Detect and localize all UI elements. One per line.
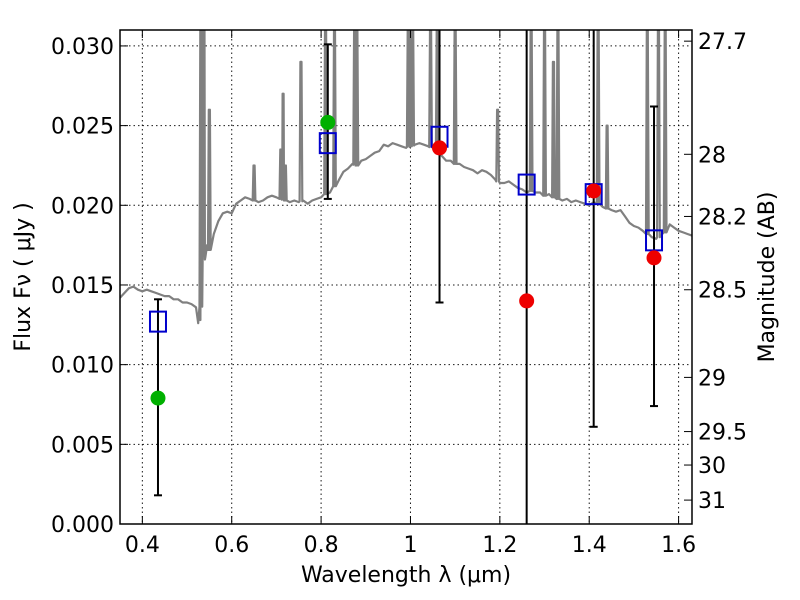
observed-photometry-point bbox=[586, 183, 602, 199]
x-tick-label: 1.2 bbox=[482, 533, 517, 558]
y2-tick-label: 28 bbox=[698, 143, 726, 168]
observed-photometry-point bbox=[646, 250, 662, 266]
x-tick-label: 1.6 bbox=[661, 533, 696, 558]
y-tick-label: 0.000 bbox=[51, 513, 114, 538]
y-tick-label: 0.025 bbox=[51, 115, 114, 140]
y2-tick-label: 29 bbox=[698, 366, 726, 391]
observed-photometry-point bbox=[320, 114, 336, 130]
model-photometry-point bbox=[517, 173, 536, 196]
x-tick-label: 1 bbox=[403, 533, 417, 558]
x-axis-label: Wavelength λ (μm) bbox=[301, 563, 511, 588]
y-axis-label: Flux Fν ( μJy ) bbox=[11, 202, 36, 351]
y2-tick-label: 29.5 bbox=[698, 421, 747, 446]
plot-frame bbox=[119, 29, 693, 525]
observed-photometry-point bbox=[432, 140, 448, 156]
y2-tick-label: 31 bbox=[698, 489, 726, 514]
y2-axis-label: Magnitude (AB) bbox=[755, 192, 780, 363]
observed-photometry-point bbox=[150, 390, 166, 406]
model-photometry-point bbox=[148, 310, 167, 333]
y2-tick-label: 30 bbox=[698, 454, 726, 479]
observed-photometry-point bbox=[519, 293, 535, 309]
x-tick-label: 0.8 bbox=[304, 533, 339, 558]
y-tick-label: 0.010 bbox=[51, 354, 114, 379]
plot-area bbox=[120, 30, 692, 524]
y-tick-label: 0.030 bbox=[51, 35, 114, 60]
x-tick-label: 0.6 bbox=[214, 533, 249, 558]
y2-tick-label: 28.2 bbox=[698, 205, 747, 230]
x-tick-label: 1.4 bbox=[572, 533, 607, 558]
grid bbox=[120, 30, 692, 525]
model-photometry-point bbox=[645, 229, 664, 252]
sed-model-line bbox=[120, 30, 692, 325]
y-tick-label: 0.020 bbox=[51, 194, 114, 219]
y-tick-label: 0.005 bbox=[51, 433, 114, 458]
axis-ticks: 0.4 0.6 0.8 1 1.2 1.4 1.6 0.000 0.005 0.010 0.015 0… bbox=[51, 30, 747, 558]
model-photometry-point bbox=[318, 132, 337, 155]
y2-tick-label: 27.7 bbox=[698, 30, 747, 55]
x-tick-label: 0.4 bbox=[125, 533, 160, 558]
y-tick-label: 0.015 bbox=[51, 274, 114, 299]
y2-tick-label: 28.5 bbox=[698, 279, 747, 304]
